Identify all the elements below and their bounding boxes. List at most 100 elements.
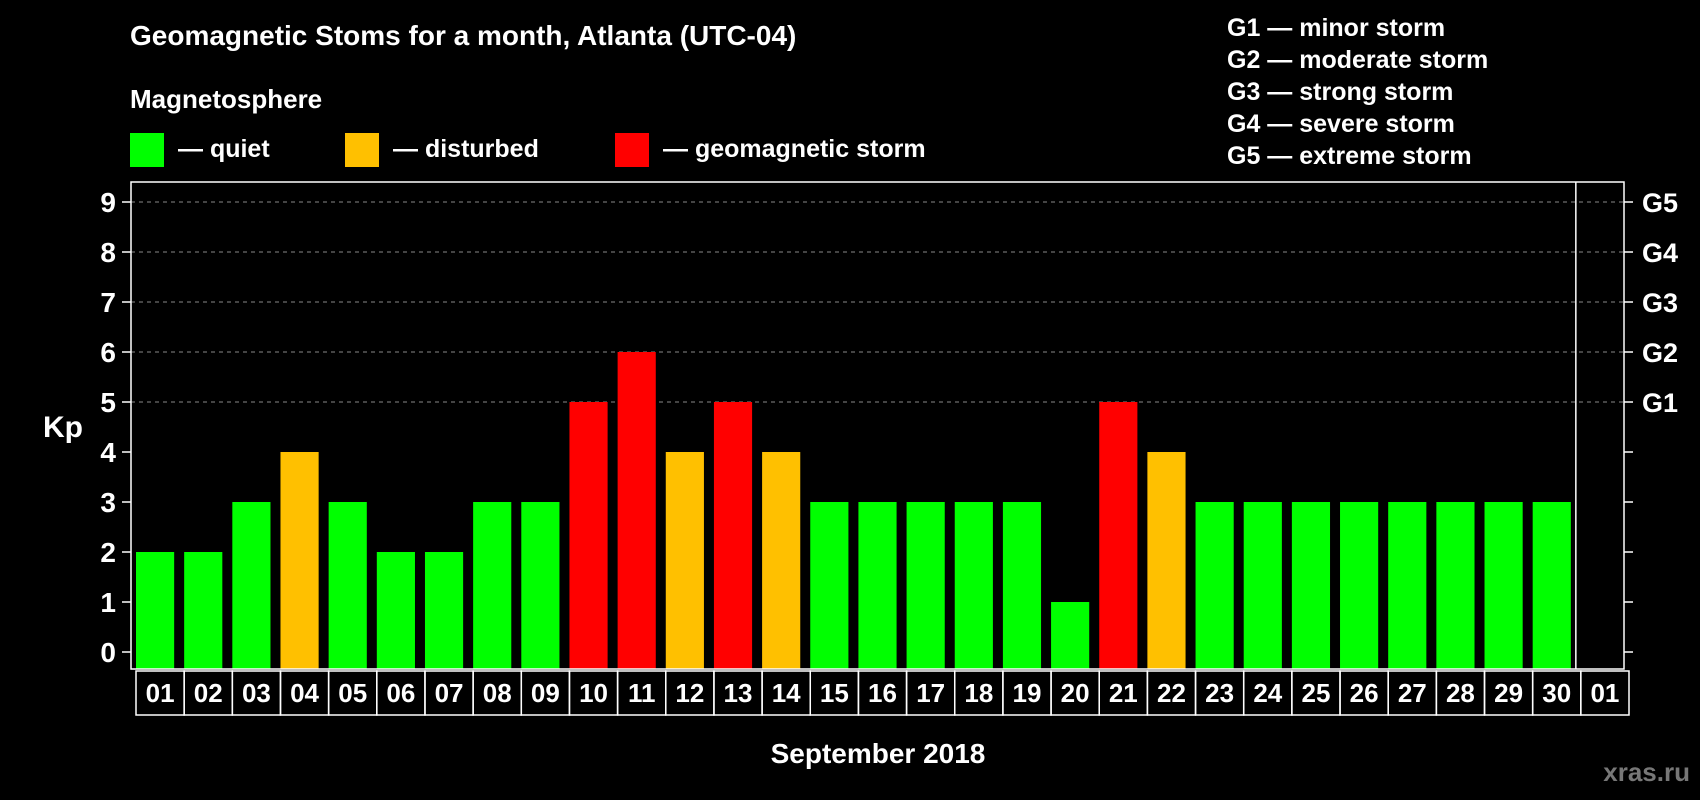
legend-swatch-quiet [130,133,164,167]
x-tick-label-13: 13 [724,678,753,708]
x-tick-label-5: 05 [338,678,367,708]
bar-day-28 [1436,502,1475,669]
x-tick-label-19: 19 [1013,678,1042,708]
grid-lines [131,201,1624,403]
x-tick-label-12: 12 [675,678,704,708]
x-tick-label-25: 25 [1301,678,1330,708]
x-tick-label-18: 18 [964,678,993,708]
legend-heading: Magnetosphere [130,84,323,114]
bar-day-29 [1484,502,1523,669]
bar-day-26 [1340,502,1379,669]
bar-day-11 [617,352,656,669]
bar-day-21 [1099,402,1138,669]
x-tick-label-4: 04 [290,678,319,708]
x-tick-label-7: 07 [435,678,464,708]
x-tick-label-17: 17 [916,678,945,708]
x-tick-label-8: 08 [483,678,512,708]
bar-day-23 [1195,502,1234,669]
y-tick-label-9: 9 [100,187,116,218]
bar-day-7 [424,552,464,669]
x-tick-label-21: 21 [1109,678,1138,708]
y-axis-label: Kp [43,411,83,444]
right-label-g3: G3 [1642,288,1678,318]
legend-swatch-storm [615,133,649,167]
y-tick-label-5: 5 [100,387,116,418]
g-level-g2: G2 — moderate storm [1227,46,1489,74]
x-tick-label-31: 01 [1590,678,1619,708]
y-tick-label-2: 2 [100,537,116,568]
bars [136,352,1571,669]
g-level-g5: G5 — extreme storm [1227,142,1472,170]
x-tick-label-24: 24 [1253,678,1282,708]
bar-day-15 [810,502,849,669]
bar-day-30 [1532,502,1571,669]
right-axis: G1 G2 G3 G4 G5 [1624,188,1678,653]
bar-day-22 [1147,452,1186,669]
x-tick-label-1: 01 [146,678,175,708]
y-tick-label-7: 7 [100,287,116,318]
y-axis: 0 1 2 3 4 5 6 7 8 9 [100,187,131,668]
bar-day-4 [280,452,319,669]
right-label-g1: G1 [1642,388,1678,418]
bar-day-27 [1388,502,1427,669]
x-axis-label: September 2018 [771,738,986,769]
bar-day-25 [1291,502,1331,669]
chart-title: Geomagnetic Stoms for a month, Atlanta (… [130,20,797,51]
x-axis: 01 02 03 04 05 06 07 08 09 10 11 12 13 14 15 16 17 18 19 20… [135,670,1630,716]
y-tick-label-0: 0 [100,637,116,668]
bar-day-3 [232,502,271,669]
x-tick-label-23: 23 [1205,678,1234,708]
legend-label-quiet: — quiet [178,135,270,163]
g-scale-legend: G1 — minor storm G2 — moderate storm G3 … [1227,12,1488,172]
bar-day-2 [184,552,223,669]
x-tick-label-30: 30 [1542,678,1571,708]
g-level-g4: G4 — severe storm [1227,110,1455,138]
g-level-g1: G1 — minor storm [1227,14,1446,42]
bar-day-13 [713,402,753,669]
bar-day-17 [906,502,945,669]
watermark: xras.ru [1603,757,1690,787]
legend-swatch-disturbed [345,133,379,167]
bar-day-10 [569,402,608,669]
x-tick-label-28: 28 [1446,678,1475,708]
bar-day-8 [473,502,512,669]
bar-day-19 [1002,502,1042,669]
bar-day-24 [1243,502,1282,669]
x-tick-label-11: 11 [628,678,656,708]
legend-label-storm: — geomagnetic storm [663,135,926,163]
x-tick-label-3: 03 [242,678,271,708]
x-cell-31 [1580,670,1630,716]
bar-day-14 [762,452,801,669]
x-tick-label-10: 10 [579,678,608,708]
right-label-g5: G5 [1642,188,1678,218]
y-tick-label-8: 8 [100,237,116,268]
g-level-g3: G3 — strong storm [1227,78,1454,106]
legend-label-disturbed: — disturbed [393,135,539,163]
bar-day-6 [376,552,415,669]
x-tick-label-27: 27 [1398,678,1427,708]
x-tick-label-26: 26 [1350,678,1379,708]
bar-day-20 [1051,602,1090,669]
x-tick-label-20: 20 [1061,678,1090,708]
bar-day-1 [136,552,175,669]
y-tick-label-6: 6 [100,337,116,368]
plot-frame [130,181,1625,670]
x-tick-label-16: 16 [868,678,897,708]
bar-day-12 [665,452,704,669]
right-label-g2: G2 [1642,338,1678,368]
bar-day-16 [858,502,897,669]
x-tick-label-9: 09 [531,678,560,708]
x-tick-label-15: 15 [820,678,849,708]
right-label-g4: G4 [1642,238,1678,268]
x-tick-label-29: 29 [1494,678,1523,708]
x-tick-label-14: 14 [772,678,801,708]
y-tick-label-1: 1 [100,587,116,618]
x-tick-label-2: 02 [194,678,223,708]
y-tick-label-4: 4 [100,437,116,468]
bar-day-9 [521,502,560,669]
x-tick-label-22: 22 [1157,678,1186,708]
y-tick-label-3: 3 [100,487,116,518]
x-tick-label-6: 06 [386,678,415,708]
bar-day-5 [328,502,367,669]
